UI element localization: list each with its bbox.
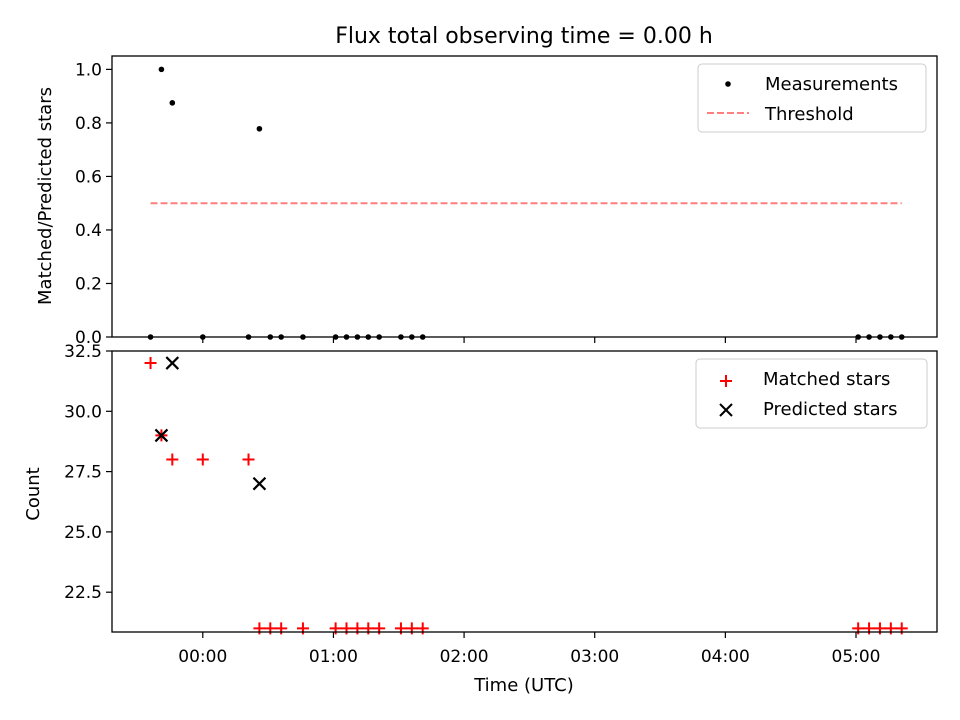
bottom-x-axis: 00:00 01:00 02:00 03:00 04:00 05:00 <box>178 632 881 667</box>
x-tick-label: 03:00 <box>570 647 619 667</box>
legend-measurements-label: Measurements <box>765 74 898 95</box>
bottom-y-tick-label: 22.5 <box>64 583 102 603</box>
predicted-stars-point <box>154 428 169 443</box>
predicted-stars-point <box>252 476 267 491</box>
top-panel: 0.0 0.2 0.4 0.6 0.8 1.0 Matched/Predicted sta… <box>35 55 938 348</box>
legend-predicted-marker <box>719 403 733 417</box>
measurements-point <box>169 100 176 106</box>
bottom-y-tick-label: 27.5 <box>64 463 102 483</box>
bottom-legend: Matched stars Predicted stars <box>695 358 928 429</box>
bottom-y-tick-label: 30.0 <box>64 402 102 422</box>
matched-stars-point <box>242 453 255 466</box>
bottom-panel: 22.5 25.0 27.5 30.0 32.5 00:00 01:00 02:00 03:0… <box>23 342 938 696</box>
bottom-y-tick-label: 32.5 <box>64 342 102 362</box>
top-y-tick-label: 0.4 <box>75 221 102 241</box>
measurements-point <box>158 66 165 73</box>
matched-stars-point <box>166 453 179 466</box>
legend-matched-label: Matched stars <box>763 369 890 390</box>
legend-threshold-label: Threshold <box>764 104 854 125</box>
matched-stars-point <box>144 357 157 370</box>
bottom-legend-box <box>695 358 928 429</box>
predicted-stars-point <box>165 356 180 370</box>
x-tick-label: 04:00 <box>701 647 750 667</box>
top-y-axis-label: Matched/Predicted stars <box>35 87 56 305</box>
matched-stars-point <box>196 453 209 466</box>
legend-predicted-label: Predicted stars <box>763 399 897 420</box>
top-plot-frame <box>111 55 938 338</box>
x-axis-label: Time (UTC) <box>473 675 574 696</box>
top-y-tick-label: 0.0 <box>75 328 102 348</box>
x-tick-label: 01:00 <box>309 647 358 667</box>
x-tick-label: 00:00 <box>178 647 227 667</box>
legend-measurements-marker <box>725 81 731 87</box>
bottom-y-axis-label: Count <box>23 467 44 520</box>
bottom-y-axis: 22.5 25.0 27.5 30.0 32.5 <box>64 342 112 603</box>
x-tick-label: 05:00 <box>832 647 881 667</box>
top-y-axis: 0.0 0.2 0.4 0.6 0.8 1.0 <box>75 60 112 348</box>
measurements-point <box>256 125 263 132</box>
top-y-tick-label: 0.8 <box>75 114 102 134</box>
top-x-ticks <box>202 337 857 343</box>
x-tick-label: 02:00 <box>440 647 489 667</box>
top-legend: Measurements Threshold <box>697 63 927 133</box>
chart-title: Flux total observing time = 0.00 h <box>335 24 713 49</box>
top-legend-box <box>697 63 927 133</box>
top-y-tick-label: 1.0 <box>75 60 102 80</box>
bottom-y-tick-label: 25.0 <box>64 523 102 543</box>
top-y-tick-label: 0.2 <box>75 274 102 294</box>
bottom-plot-frame <box>111 350 938 633</box>
legend-matched-marker <box>720 375 732 387</box>
top-y-tick-label: 0.6 <box>75 167 102 187</box>
